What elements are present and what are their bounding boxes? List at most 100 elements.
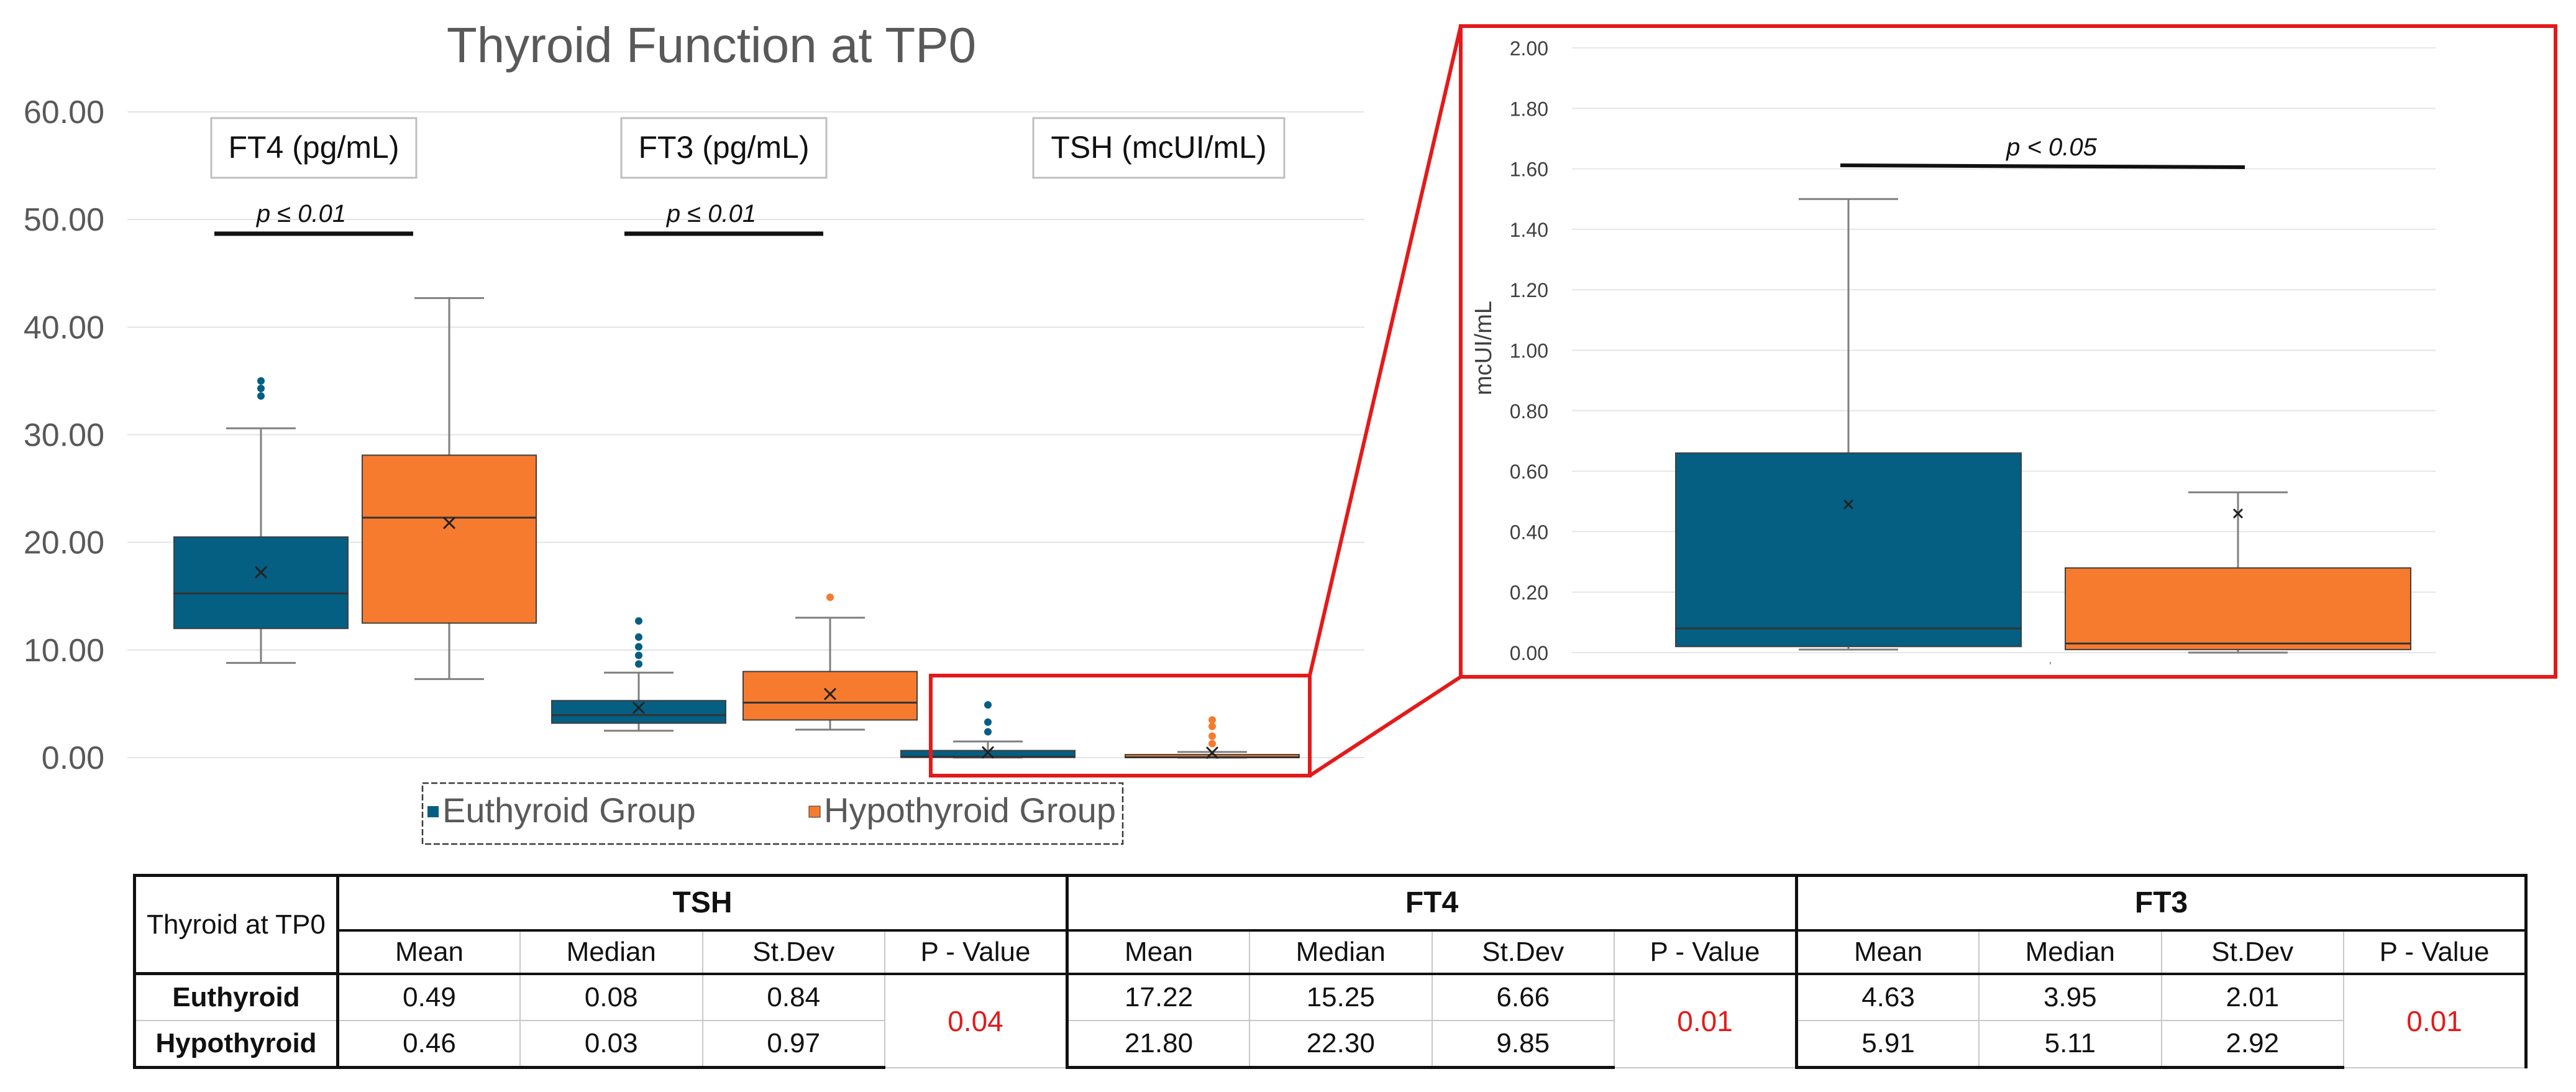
table-cell: 17.22 [1066, 973, 1250, 1021]
statistics-table: Thyroid at TP0 TSH FT4 FT3 Mean Median S… [133, 874, 2528, 1069]
inset-y-tick-label: 1.20 [1510, 279, 1548, 301]
table-col-header: P - Value [2343, 929, 2528, 975]
main-hypothyroid-outlier [1208, 732, 1216, 740]
main-y-tick-label: 40.00 [24, 310, 104, 346]
main-euthyroid-outlier [984, 728, 992, 736]
table-cell: 0.84 [701, 973, 885, 1021]
table-group-ft3: FT3 [1795, 874, 2528, 932]
table-col-header: Mean [1795, 929, 1980, 975]
inset-significance-bar [1840, 163, 2245, 169]
main-hypothyroid-outlier [1208, 740, 1216, 748]
main-hypothyroid-box [362, 454, 537, 624]
inset-euthyroid-box [1675, 452, 2022, 648]
inset-y-tick-label: 1.40 [1510, 219, 1548, 241]
main-y-tick-label: 60.00 [24, 94, 104, 131]
main-euthyroid-outlier [984, 718, 992, 726]
panel-label: TSH (mcUI/mL) [1051, 130, 1266, 165]
legend-label-hypothyroid: Hypothyroid Group [824, 791, 1116, 830]
main-euthyroid-outlier [257, 392, 265, 400]
main-hypothyroid-outlier [1208, 716, 1216, 724]
table-col-header: P - Value [884, 929, 1068, 975]
significance-label: p ≤ 0.01 [666, 200, 756, 227]
table-row-label-hypothyroid: Hypothyroid [133, 1019, 339, 1069]
main-hypothyroid-outlier [1208, 722, 1216, 730]
zoom-connector-top [1308, 25, 1463, 676]
inset-y-tick-label: 1.60 [1510, 158, 1548, 181]
main-euthyroid-outlier [635, 651, 642, 659]
main-euthyroid-mean-marker [632, 701, 646, 714]
inset-y-tick-label: 0.40 [1510, 521, 1548, 543]
inset-x-tick-mark: ' [2049, 660, 2051, 672]
main-euthyroid-box [173, 536, 349, 630]
main-y-axis-ticks: 0.00 10.00 20.00 30.00 40.00 50.00 60.00 [24, 94, 104, 776]
table-col-header: St.Dev [2160, 929, 2345, 975]
table-cell: 22.30 [1249, 1019, 1433, 1069]
legend-frame [421, 782, 1124, 845]
table-col-header: P - Value [1614, 929, 1797, 975]
legend-swatch-euthyroid [427, 806, 439, 817]
table-pvalue-ft4: 0.01 [1614, 973, 1797, 1068]
inset-y-axis-label: mcUI/mL [1471, 301, 1497, 395]
table-col-header: Median [1249, 929, 1433, 975]
main-euthyroid-mean-marker [981, 746, 995, 759]
table-cell: 5.11 [1978, 1019, 2162, 1069]
legend-label-euthyroid: Euthyroid Group [442, 791, 696, 830]
table-cell: 21.80 [1066, 1019, 1250, 1069]
table-col-header: St.Dev [1431, 929, 1615, 975]
table-cell: 0.46 [336, 1019, 521, 1069]
table-corner-label: Thyroid at TP0 [133, 874, 339, 975]
main-hypothyroid-mean-marker [823, 687, 837, 700]
main-euthyroid-mean-marker [254, 566, 268, 579]
main-y-tick-label: 50.00 [24, 202, 104, 238]
inset-y-tick-label: 0.60 [1510, 461, 1548, 483]
inset-euthyroid-mean-marker [1843, 499, 1854, 510]
table-cell: 5.91 [1795, 1019, 1980, 1069]
main-hypothyroid-box [742, 671, 918, 721]
table-cell: 2.92 [2160, 1019, 2345, 1069]
table-cell: 2.01 [2160, 973, 2345, 1021]
main-euthyroid-outlier [635, 617, 642, 625]
table-cell: 0.97 [701, 1019, 885, 1069]
legend: Euthyroid Group Hypothyroid Group [421, 782, 1124, 845]
significance-label: p ≤ 0.01 [256, 200, 346, 227]
inset-y-tick-label: 0.80 [1510, 400, 1548, 423]
table-col-header: Mean [1066, 929, 1250, 975]
table-col-header: St.Dev [701, 929, 885, 975]
main-euthyroid-outlier [257, 377, 265, 385]
inset-y-tick-label: 0.00 [1510, 642, 1548, 664]
table-col-header: Mean [336, 929, 521, 975]
main-euthyroid-outlier [257, 385, 265, 393]
table-cell: 4.63 [1795, 973, 1980, 1021]
main-y-tick-label: 30.00 [24, 418, 104, 454]
zoom-connector-bottom [1309, 675, 1462, 778]
legend-swatch-hypothyroid [808, 805, 821, 818]
tsh-highlight-box [929, 674, 1312, 778]
inset-box-plots [1675, 198, 2411, 654]
table-cell: 3.95 [1978, 973, 2162, 1021]
panel-label-box [210, 117, 418, 179]
panel-label-box [620, 117, 828, 179]
table-col-header: Median [1978, 929, 2162, 975]
table-cell: 0.03 [519, 1019, 703, 1069]
table-pvalue-tsh: 0.04 [884, 973, 1068, 1068]
main-euthyroid-outlier [635, 643, 642, 651]
inset-y-tick-label: 2.00 [1510, 37, 1548, 60]
main-y-tick-label: 10.00 [24, 633, 104, 669]
table-group-ft4: FT4 [1065, 874, 1797, 932]
main-hypothyroid-mean-marker [442, 516, 456, 530]
chart-title: Thyroid Function at TP0 [447, 17, 976, 73]
panel-label-box [1032, 117, 1286, 179]
main-y-tick-label: 20.00 [24, 525, 104, 561]
inset-hypothyroid-box [2065, 567, 2411, 651]
main-box-plots [173, 297, 1300, 759]
main-euthyroid-outlier [984, 701, 992, 709]
panel-label: FT3 (pg/mL) [638, 130, 809, 165]
inset-y-tick-label: 1.80 [1510, 98, 1548, 120]
panel-label: FT4 (pg/mL) [228, 130, 399, 165]
panel-labels: FT4 (pg/mL) p ≤ 0.01 FT3 (pg/mL) p ≤ 0.01 TS… [210, 117, 1286, 236]
table-pvalue-ft3: 0.01 [2343, 973, 2528, 1068]
table-cell: 6.66 [1431, 973, 1615, 1021]
main-euthyroid-outlier [635, 660, 642, 668]
inset-y-tick-label: 1.00 [1510, 340, 1548, 362]
